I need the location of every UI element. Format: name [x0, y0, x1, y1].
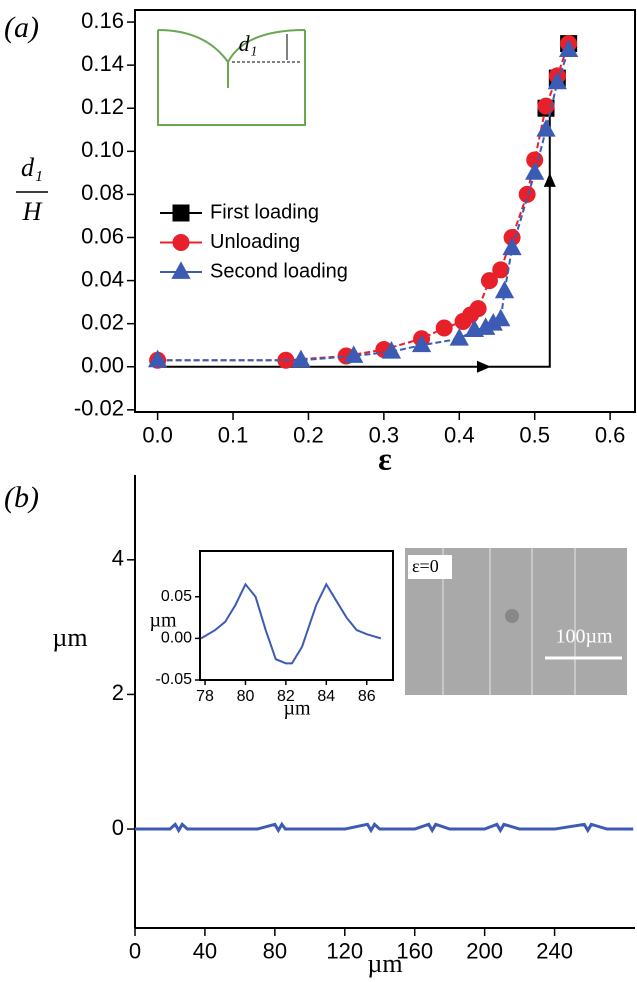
y-axis-label: H [22, 197, 43, 226]
schematic-frame [157, 30, 306, 126]
x-tick-label: 240 [536, 938, 573, 963]
legend-label: Second loading [210, 260, 348, 282]
micrograph-label-box [408, 555, 452, 579]
y-tick-label: 0.00 [161, 630, 192, 647]
legend-marker [171, 261, 191, 279]
y-tick-label: -0.02 [74, 396, 124, 421]
y-tick-label: 4 [112, 546, 124, 571]
y-tick-label: 0.04 [81, 266, 124, 291]
marker [525, 162, 545, 180]
marker [518, 185, 536, 203]
schematic-label: d₁ [239, 31, 258, 56]
marker [480, 272, 498, 290]
x-tick-label: 82 [277, 688, 295, 705]
arrow-head [476, 360, 491, 373]
y-tick-label: 0.02 [81, 309, 124, 334]
marker [536, 119, 556, 137]
schematic [157, 29, 306, 126]
arrow-head [543, 172, 556, 187]
micrograph-label: ε=0 [412, 556, 439, 576]
y-tick-label: 0.10 [81, 137, 124, 162]
x-tick-label: 0.2 [293, 422, 324, 447]
x-axis-label: ε [378, 440, 392, 476]
marker [547, 71, 567, 90]
marker [537, 97, 555, 115]
y-axis-label: µm [149, 610, 177, 632]
x-tick-label: 0.1 [218, 422, 249, 447]
panel-label: (b) [4, 481, 39, 514]
y-tick-label: 0.08 [81, 180, 124, 205]
y-tick-label: 0.16 [81, 8, 124, 33]
x-tick-label: 0 [129, 938, 141, 963]
marker [147, 349, 168, 368]
x-axis-label: µm [367, 949, 402, 978]
marker [502, 237, 522, 256]
y-tick-label: -0.05 [156, 671, 193, 688]
data-line [200, 582, 382, 665]
y-tick-label: 0.06 [81, 223, 124, 248]
data-line [135, 821, 634, 834]
schematic-surface [157, 29, 306, 88]
marker [381, 341, 402, 359]
x-tick-label: 86 [358, 688, 376, 705]
x-axis-label: µm [283, 698, 311, 720]
marker [491, 308, 511, 327]
x-tick-label: 0.4 [444, 422, 475, 447]
x-tick-label: 0.6 [595, 422, 626, 447]
micrograph [405, 548, 627, 695]
x-tick-label: 0.3 [369, 422, 400, 447]
legend-label: First loading [210, 201, 319, 223]
marker [344, 345, 364, 363]
plot-frame [134, 9, 636, 413]
x-tick-label: 40 [193, 938, 217, 963]
x-tick-label: 80 [237, 688, 255, 705]
y-tick-label: 0.05 [161, 588, 192, 605]
x-tick-label: 0.0 [142, 422, 173, 447]
marker [469, 300, 487, 318]
x-tick-label: 78 [196, 688, 214, 705]
x-tick-label: 160 [396, 938, 433, 963]
x-tick-label: 80 [263, 938, 287, 963]
legend-label: Unloading [210, 231, 300, 253]
x-tick-label: 120 [326, 938, 363, 963]
x-tick-label: 84 [317, 688, 335, 705]
scale-bar-label: 100µm [555, 626, 613, 648]
marker [449, 328, 469, 346]
y-tick-label: 0.12 [81, 94, 124, 119]
legend-marker [172, 234, 190, 251]
micrograph-spot [505, 609, 519, 623]
marker [435, 319, 453, 337]
inset-background [200, 551, 393, 680]
y-tick-label: 0.00 [81, 353, 124, 378]
marker [494, 280, 515, 299]
marker [411, 334, 432, 353]
y-tick-label: 2 [112, 680, 124, 705]
y-axis-label: µm [52, 623, 87, 652]
marker [558, 39, 579, 57]
plot-frame [199, 550, 394, 681]
legend-marker [172, 204, 190, 222]
y-tick-label: 0.14 [81, 51, 124, 76]
y-axis-label: d₁ [21, 153, 43, 182]
marker [492, 261, 510, 279]
x-tick-label: 0.5 [519, 422, 550, 447]
x-tick-label: 200 [466, 938, 503, 963]
y-tick-label: 0 [112, 815, 124, 840]
marker [291, 349, 311, 368]
panel-label: (a) [4, 11, 39, 44]
